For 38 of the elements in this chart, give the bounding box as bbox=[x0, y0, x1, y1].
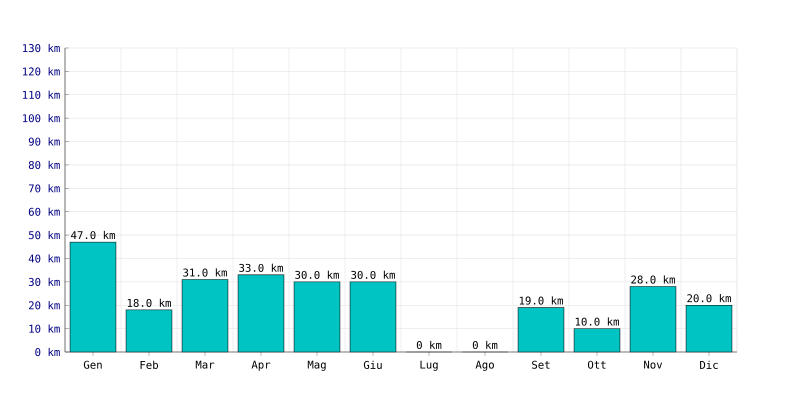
x-tick-label: Set bbox=[532, 360, 550, 369]
data-label: 28.0 km bbox=[631, 275, 675, 284]
y-tick-label: 100 km bbox=[23, 114, 60, 122]
data-label: 0 km bbox=[472, 340, 498, 350]
y-tick-label: 70 km bbox=[28, 184, 60, 192]
data-label: 47.0 km bbox=[71, 230, 115, 240]
y-tick-label: 110 km bbox=[23, 90, 60, 99]
x-tick-label: Lug bbox=[420, 360, 438, 371]
data-label: 30.0 km bbox=[295, 270, 339, 279]
x-tick-label: Apr bbox=[252, 360, 270, 371]
y-tick-label: 0 km bbox=[35, 348, 60, 356]
data-label: 10.0 km bbox=[576, 317, 619, 326]
data-label: 19.0 km bbox=[520, 296, 563, 305]
y-tick-label: 10 km bbox=[29, 324, 60, 333]
data-label: 33.0 km bbox=[239, 264, 283, 272]
y-tick-label: 130 km bbox=[23, 44, 60, 52]
data-label: 30.0 km bbox=[351, 270, 395, 279]
x-tick-label: Dic bbox=[700, 360, 718, 369]
y-tick-label: 60 km bbox=[28, 208, 60, 216]
y-tick-label: 90 km bbox=[28, 137, 60, 146]
y-tick-label: 30 km bbox=[28, 278, 60, 286]
y-tick-label: 50 km bbox=[28, 230, 60, 240]
y-tick-label: 80 km bbox=[28, 160, 60, 170]
y-tick-label: 120 km bbox=[23, 67, 60, 76]
x-tick-label: Nov bbox=[644, 360, 662, 369]
x-tick-label: Mar bbox=[196, 360, 214, 369]
data-label: 20.0 km bbox=[687, 294, 731, 302]
y-tick-label: 20 km bbox=[28, 301, 60, 310]
data-label: 31.0 km bbox=[183, 268, 227, 277]
x-tick-label: Feb bbox=[140, 360, 158, 369]
x-tick-label: Gen bbox=[84, 360, 102, 369]
data-label: 0 km bbox=[416, 340, 442, 350]
x-tick-label: Ago bbox=[476, 360, 494, 371]
data-label: 18.0 km bbox=[128, 298, 171, 307]
y-tick-label: 40 km bbox=[28, 254, 60, 263]
x-tick-label: Giu bbox=[364, 360, 382, 369]
x-tick-label: Ott bbox=[588, 360, 606, 369]
x-tick-label: Mag bbox=[308, 360, 326, 371]
